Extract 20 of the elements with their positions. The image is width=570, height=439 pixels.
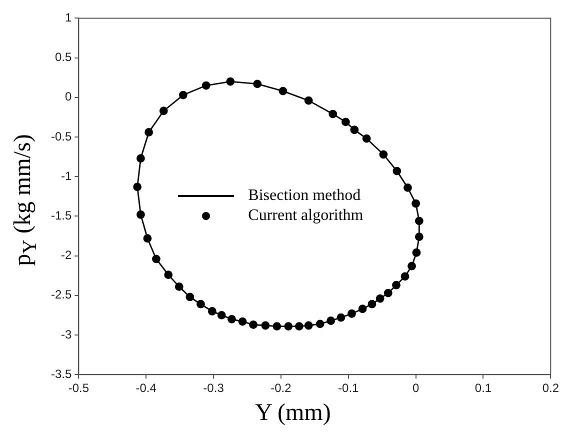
x-tick-label: -0.3 (203, 381, 224, 396)
y-tick-label: 0.5 (54, 50, 72, 64)
y-tick-label: -3.5 (50, 366, 72, 381)
x-tick-label: 0.2 (542, 381, 560, 396)
x-tick-label: 0.1 (474, 381, 492, 396)
y-tick-label: -1.5 (50, 208, 72, 223)
legend-label: Bisection method (248, 187, 361, 206)
x-tick-label: -0.4 (136, 381, 157, 396)
legend-label: Current algorithm (248, 207, 364, 226)
y-tick-label: -0.5 (50, 129, 72, 144)
y-tick-label: -3 (61, 327, 72, 342)
y-tick-label: 0 (64, 90, 72, 104)
x-tick-label: 0 (412, 381, 420, 396)
y-tick-label: -2.5 (50, 288, 72, 302)
y-tick-label: -2 (61, 248, 72, 262)
x-tick-label: -0.1 (338, 381, 360, 396)
x-axis-title: Y (mm) (254, 400, 332, 427)
y-tick-label: -1 (61, 168, 72, 183)
y-tick-label: 1 (64, 10, 72, 25)
x-tick-label: -0.2 (270, 381, 292, 396)
